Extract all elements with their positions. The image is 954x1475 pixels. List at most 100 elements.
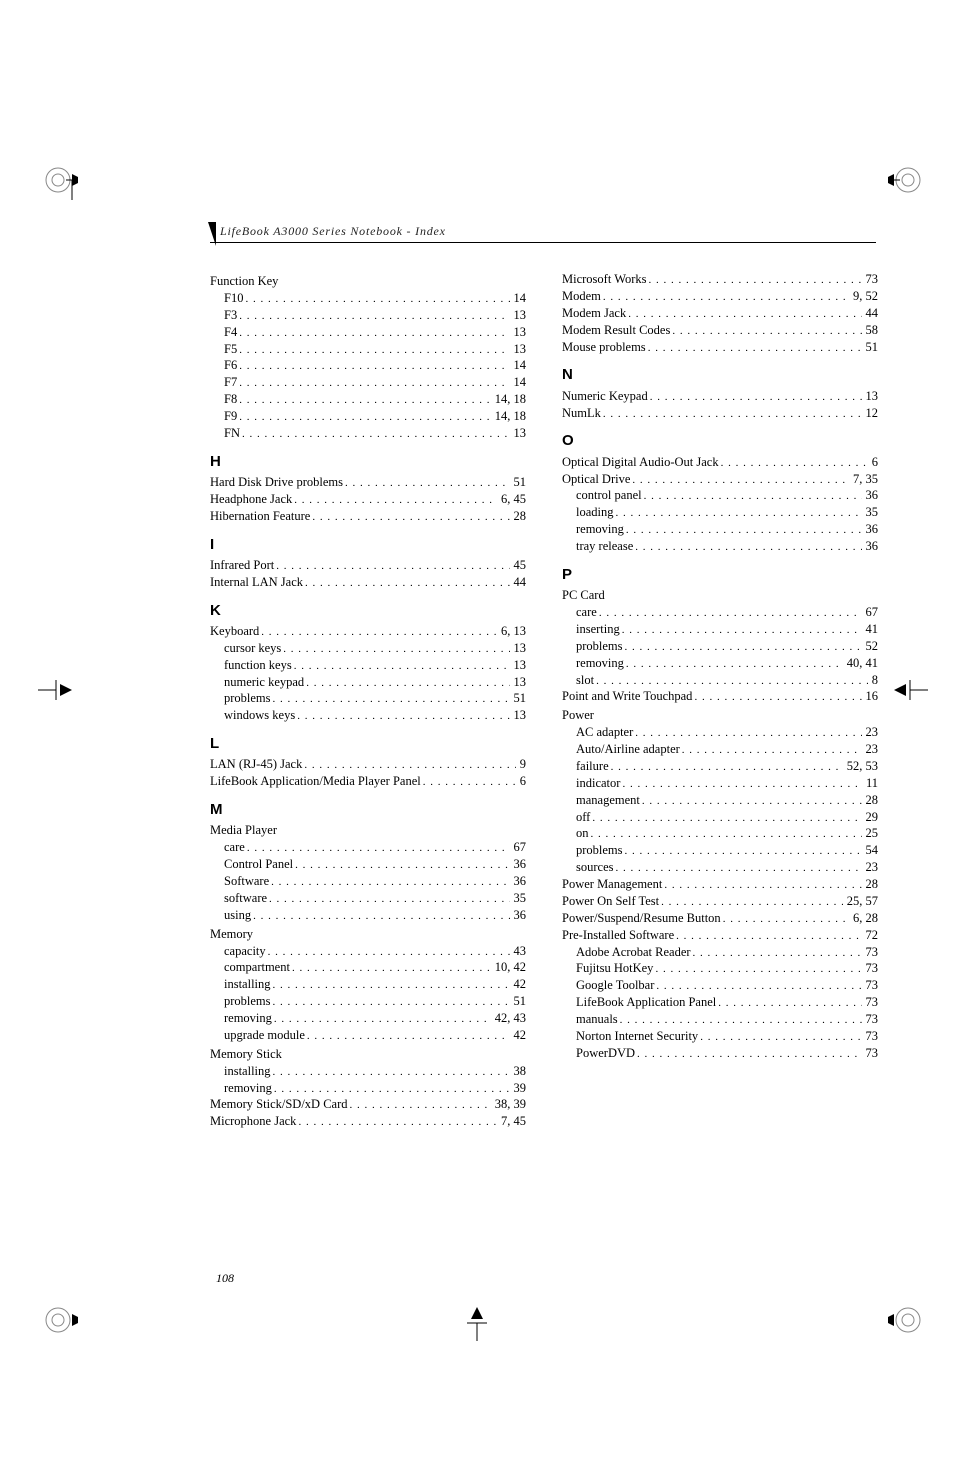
index-entry-label: F3 bbox=[224, 307, 237, 324]
dot-leader bbox=[672, 322, 861, 339]
index-entry-label: Control Panel bbox=[224, 856, 293, 873]
index-entry-label: using bbox=[224, 907, 251, 924]
dot-leader bbox=[649, 271, 862, 288]
index-entry-page: 6, 13 bbox=[499, 623, 526, 640]
dot-leader bbox=[603, 405, 862, 422]
index-entry-label: problems bbox=[224, 993, 271, 1010]
index-entry: Software36 bbox=[210, 873, 526, 890]
index-entry-label: care bbox=[224, 839, 245, 856]
index-entry-label: compartment bbox=[224, 959, 290, 976]
index-entry: inserting41 bbox=[562, 621, 878, 638]
dot-leader bbox=[599, 604, 862, 621]
index-entry-page: 13 bbox=[512, 707, 527, 724]
index-group-head: PC Card bbox=[562, 587, 878, 604]
dot-leader bbox=[239, 324, 509, 341]
index-entry-label: F5 bbox=[224, 341, 237, 358]
index-group-head: Memory Stick bbox=[210, 1046, 526, 1063]
dot-leader bbox=[626, 655, 843, 672]
index-section-head: L bbox=[210, 734, 526, 754]
index-entry: removing42, 43 bbox=[210, 1010, 526, 1027]
index-entry: Infrared Port45 bbox=[210, 557, 526, 574]
index-entry-page: 44 bbox=[512, 574, 527, 591]
index-entry-label: LAN (RJ-45) Jack bbox=[210, 756, 302, 773]
index-entry-label: indicator bbox=[576, 775, 620, 792]
dot-leader bbox=[274, 1080, 510, 1097]
index-entry: using36 bbox=[210, 907, 526, 924]
index-entry-page: 51 bbox=[512, 690, 527, 707]
index-entry-label: Software bbox=[224, 873, 269, 890]
crop-mark-mid-right bbox=[888, 670, 928, 710]
index-entry: Control Panel 36 bbox=[210, 856, 526, 873]
index-entry: Fujitsu HotKey73 bbox=[562, 960, 878, 977]
index-section-head: H bbox=[210, 452, 526, 472]
index-entry-label: Optical Drive bbox=[562, 471, 630, 488]
index-entry-label: Power/Suspend/Resume Button bbox=[562, 910, 721, 927]
index-entry-label: Keyboard bbox=[210, 623, 259, 640]
dot-leader bbox=[632, 471, 849, 488]
index-entry: management28 bbox=[562, 792, 878, 809]
dot-leader bbox=[648, 339, 862, 356]
index-entry-label: Modem bbox=[562, 288, 601, 305]
dot-leader bbox=[298, 1113, 497, 1130]
index-entry-label: Infrared Port bbox=[210, 557, 274, 574]
dot-leader bbox=[294, 657, 510, 674]
index-entry-label: failure bbox=[576, 758, 609, 775]
index-entry: Pre-Installed Software72 bbox=[562, 927, 878, 944]
index-section-head: I bbox=[210, 535, 526, 555]
index-entry-page: 67 bbox=[512, 839, 527, 856]
dot-leader bbox=[603, 288, 849, 305]
dot-leader bbox=[307, 1027, 510, 1044]
index-right-column: Microsoft Works73Modem9, 52Modem Jack44M… bbox=[562, 271, 878, 1130]
index-entry: capacity43 bbox=[210, 943, 526, 960]
index-entry-label: F6 bbox=[224, 357, 237, 374]
index-entry: Power/Suspend/Resume Button6, 28 bbox=[562, 910, 878, 927]
dot-leader bbox=[273, 976, 510, 993]
dot-leader bbox=[247, 839, 510, 856]
index-entry: compartment10, 42 bbox=[210, 959, 526, 976]
dot-leader bbox=[682, 741, 862, 758]
index-entry-label: F4 bbox=[224, 324, 237, 341]
index-entry-page: 39 bbox=[512, 1080, 527, 1097]
index-entry-page: 52, 53 bbox=[845, 758, 878, 775]
dot-leader bbox=[242, 425, 510, 442]
index-entry-label: Pre-Installed Software bbox=[562, 927, 674, 944]
dot-leader bbox=[239, 408, 491, 425]
index-entry-label: loading bbox=[576, 504, 614, 521]
index-section-head: M bbox=[210, 800, 526, 820]
dot-leader bbox=[664, 876, 861, 893]
index-entry-label: Google Toolbar bbox=[576, 977, 654, 994]
index-entry: Modem Jack44 bbox=[562, 305, 878, 322]
index-entry: problems 51 bbox=[210, 690, 526, 707]
index-entry: LAN (RJ-45) Jack9 bbox=[210, 756, 526, 773]
index-entry: control panel36 bbox=[562, 487, 878, 504]
dot-leader bbox=[694, 688, 861, 705]
index-entry-label: F8 bbox=[224, 391, 237, 408]
index-entry-label: Point and Write Touchpad bbox=[562, 688, 692, 705]
index-entry-page: 36 bbox=[864, 487, 879, 504]
index-section-head: P bbox=[562, 565, 878, 585]
index-entry-label: Microphone Jack bbox=[210, 1113, 296, 1130]
index-entry: removing39 bbox=[210, 1080, 526, 1097]
index-entry-page: 36 bbox=[864, 521, 879, 538]
index-columns: Function KeyF1014F313F413F513F614F714F81… bbox=[210, 271, 876, 1130]
dot-leader bbox=[350, 1096, 491, 1113]
index-entry-page: 52 bbox=[864, 638, 879, 655]
dot-leader bbox=[637, 1045, 861, 1062]
index-entry-label: Memory Stick/SD/xD Card bbox=[210, 1096, 348, 1113]
index-entry: Headphone Jack6, 45 bbox=[210, 491, 526, 508]
index-entry-page: 36 bbox=[512, 856, 527, 873]
index-entry-page: 25 bbox=[864, 825, 879, 842]
index-entry-label: problems bbox=[224, 690, 271, 707]
index-entry-label: problems bbox=[576, 842, 623, 859]
index-entry-label: off bbox=[576, 809, 590, 826]
index-group-head: Memory bbox=[210, 926, 526, 943]
index-entry: sources23 bbox=[562, 859, 878, 876]
index-entry: problems54 bbox=[562, 842, 878, 859]
index-entry-page: 6, 45 bbox=[499, 491, 526, 508]
index-group-head: Power bbox=[562, 707, 878, 724]
index-entry-page: 12 bbox=[864, 405, 879, 422]
index-entry-page: 13 bbox=[864, 388, 879, 405]
head-marker-icon bbox=[208, 222, 218, 251]
index-entry: Auto/Airline adapter23 bbox=[562, 741, 878, 758]
index-entry-label: Modem Jack bbox=[562, 305, 626, 322]
